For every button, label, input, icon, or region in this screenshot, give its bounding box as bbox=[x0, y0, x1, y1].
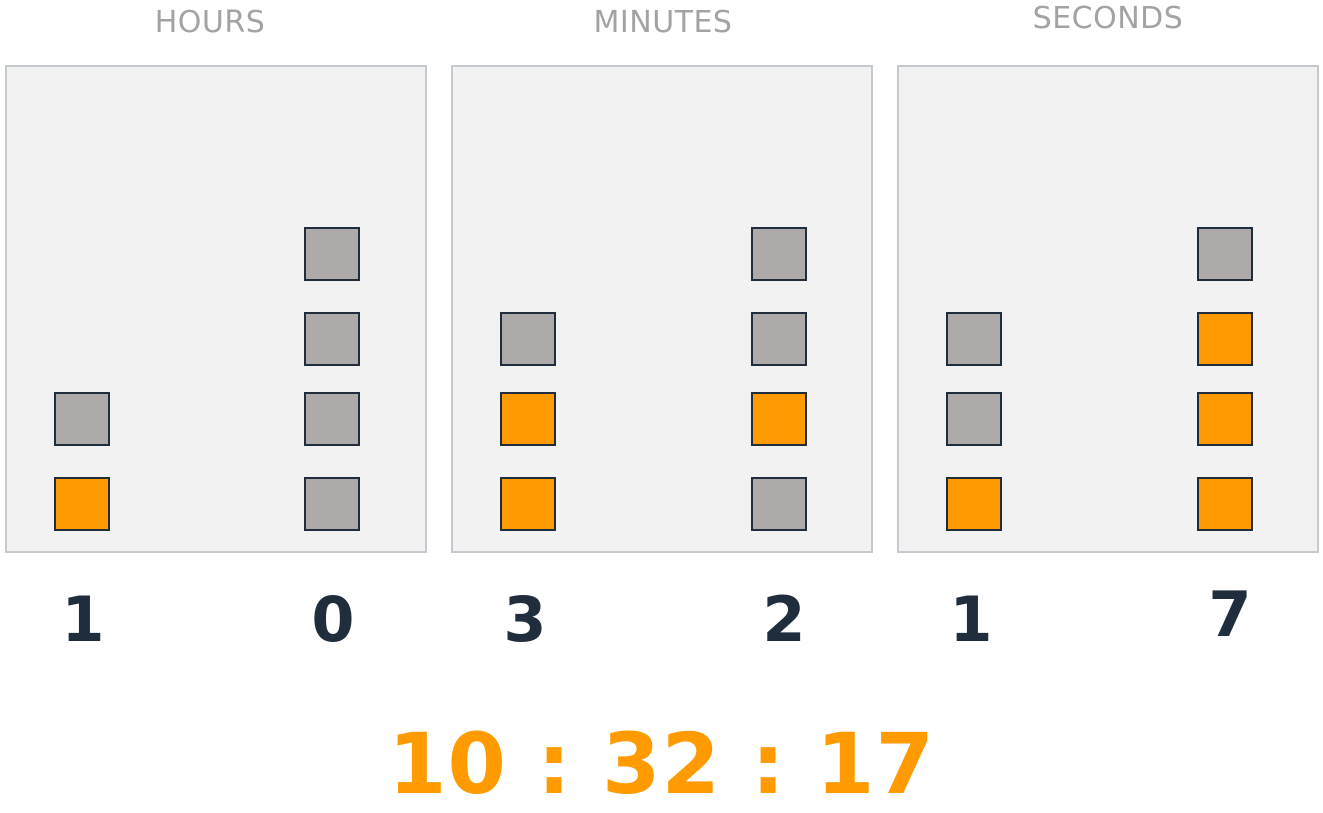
seconds-ones-digit: 7 bbox=[1208, 578, 1252, 651]
bit-off-square bbox=[751, 312, 807, 366]
hours-ones-digit: 0 bbox=[311, 583, 355, 656]
bit-off-square bbox=[946, 392, 1002, 446]
time-readout: 10 : 32 : 17 bbox=[388, 715, 935, 813]
bit-on-square bbox=[1197, 312, 1253, 366]
bit-on-square bbox=[1197, 392, 1253, 446]
bit-off-square bbox=[946, 312, 1002, 366]
bit-on-square bbox=[751, 392, 807, 446]
minutes-tens-digit: 3 bbox=[503, 583, 547, 656]
bit-off-square bbox=[500, 312, 556, 366]
minutes-label: MINUTES bbox=[593, 5, 733, 40]
bit-on-square bbox=[500, 392, 556, 446]
seconds-label: SECONDS bbox=[1032, 1, 1184, 36]
bit-off-square bbox=[751, 227, 807, 281]
hours-label: HOURS bbox=[154, 5, 266, 40]
bit-off-square bbox=[304, 477, 360, 531]
bit-off-square bbox=[1197, 227, 1253, 281]
bit-on-square bbox=[1197, 477, 1253, 531]
hours-panel bbox=[5, 65, 427, 553]
bit-on-square bbox=[500, 477, 556, 531]
bit-on-square bbox=[54, 477, 110, 531]
seconds-panel bbox=[897, 65, 1319, 553]
bit-off-square bbox=[751, 477, 807, 531]
minutes-panel bbox=[451, 65, 873, 553]
bit-off-square bbox=[304, 227, 360, 281]
bit-off-square bbox=[304, 312, 360, 366]
hours-tens-digit: 1 bbox=[61, 583, 105, 656]
seconds-tens-digit: 1 bbox=[949, 583, 993, 656]
bit-off-square bbox=[304, 392, 360, 446]
bit-on-square bbox=[946, 477, 1002, 531]
bit-off-square bbox=[54, 392, 110, 446]
minutes-ones-digit: 2 bbox=[762, 583, 806, 656]
